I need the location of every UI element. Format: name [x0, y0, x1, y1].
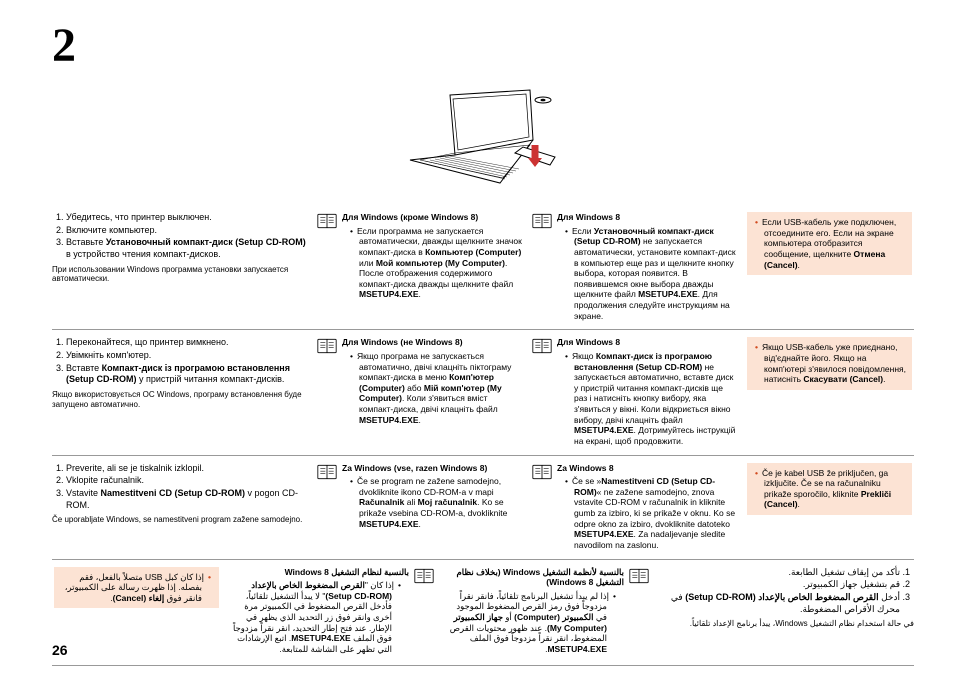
manual-icon — [317, 213, 337, 229]
steps-list: Preverite, ali se je tiskalnik izklopil.… — [52, 463, 307, 512]
warning-box: Če je kabel USB že priključen, ga izklju… — [747, 463, 912, 516]
lang-row-sl: Preverite, ali se je tiskalnik izklopil.… — [52, 456, 914, 560]
manual-icon — [629, 568, 649, 584]
lang-row-uk: Переконайтеся, що принтер вимкнено. Увім… — [52, 330, 914, 455]
manual-icon — [414, 568, 434, 584]
manual-icon — [532, 213, 552, 229]
steps-list: Убедитесь, что принтер выключен. Включит… — [52, 212, 307, 261]
warning-box: Если USB-кабель уже подключен, отсоедини… — [747, 212, 912, 275]
warning-box: إذا كان كبل USB متصلاً بالفعل، فقم بفصله… — [54, 567, 219, 609]
content-area: Убедитесь, что принтер выключен. Включит… — [52, 205, 914, 666]
manual-icon — [317, 338, 337, 354]
page-number: 26 — [52, 642, 68, 658]
steps-list: Переконайтеся, що принтер вимкнено. Увім… — [52, 337, 307, 386]
manual-icon — [317, 464, 337, 480]
lang-row-ar: تأكد من إيقاف تشغيل الطابعة. قم بتشغيل ج… — [52, 560, 914, 666]
warning-box: Якщо USB-кабель уже приєднано, від'єднай… — [747, 337, 912, 390]
manual-icon — [532, 338, 552, 354]
steps-list: تأكد من إيقاف تشغيل الطابعة. قم بتشغيل ج… — [659, 567, 914, 616]
lang-row-ru: Убедитесь, что принтер выключен. Включит… — [52, 205, 914, 330]
laptop-illustration — [395, 85, 575, 190]
step-number-heading: 2 — [52, 18, 76, 73]
manual-icon — [532, 464, 552, 480]
